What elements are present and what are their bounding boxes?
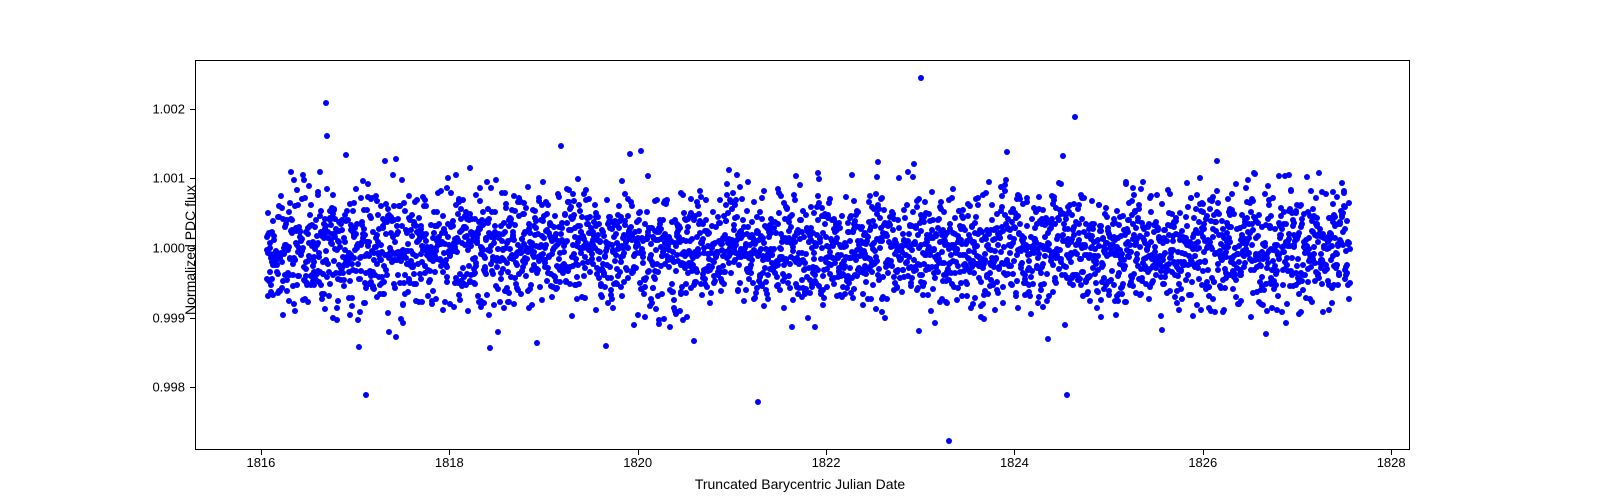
xtick-label: 1816	[246, 455, 275, 470]
ytick-label: 0.999	[152, 310, 185, 325]
ytick-label: 0.998	[152, 380, 185, 395]
ytick-mark	[190, 178, 195, 179]
xtick-label: 1826	[1188, 455, 1217, 470]
plot-area	[196, 61, 1409, 449]
ytick-label: 1.002	[152, 101, 185, 116]
xtick-label: 1822	[812, 455, 841, 470]
xtick-label: 1824	[1000, 455, 1029, 470]
xtick-label: 1828	[1377, 455, 1406, 470]
x-axis-label: Truncated Barycentric Julian Date	[695, 476, 905, 492]
scatter-plot	[195, 60, 1410, 450]
y-axis-label: Normalized PDC flux	[182, 185, 198, 315]
ytick-mark	[190, 109, 195, 110]
ytick-mark	[190, 318, 195, 319]
xtick-label: 1820	[623, 455, 652, 470]
ytick-label: 1.000	[152, 241, 185, 256]
ytick-mark	[190, 387, 195, 388]
xtick-label: 1818	[435, 455, 464, 470]
ytick-label: 1.001	[152, 171, 185, 186]
